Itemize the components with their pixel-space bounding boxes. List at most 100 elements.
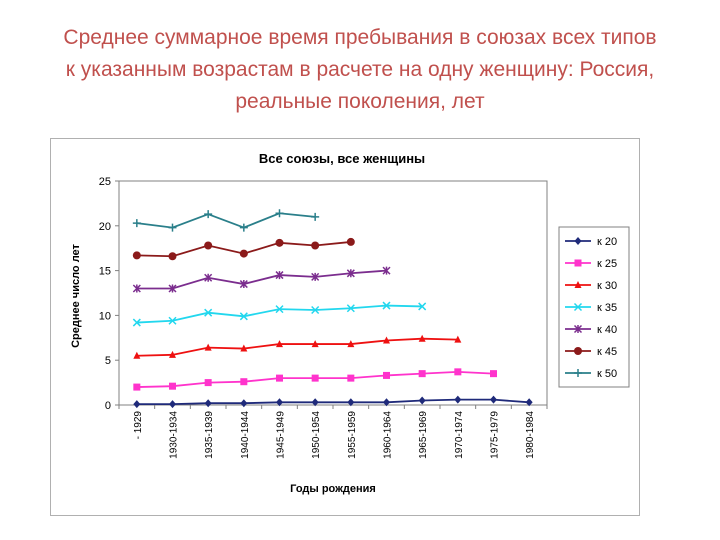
data-point xyxy=(276,340,283,348)
data-point xyxy=(311,212,320,221)
x-tick-label: 1930-1934 xyxy=(169,411,180,459)
data-point xyxy=(204,273,213,282)
data-point xyxy=(169,382,176,390)
series-line xyxy=(136,337,458,357)
data-point xyxy=(239,249,248,258)
data-point xyxy=(132,251,141,260)
legend-item: к 25 xyxy=(565,258,617,270)
y-tick-label: 5 xyxy=(105,355,111,367)
data-point xyxy=(169,350,176,358)
series-5 xyxy=(132,237,355,261)
data-point xyxy=(311,272,320,281)
data-point xyxy=(346,269,355,278)
data-point xyxy=(132,318,141,327)
x-tick-label: 1945-1949 xyxy=(276,411,287,459)
data-point xyxy=(204,399,212,408)
page-title: Среднее суммарное время пребывания в сою… xyxy=(20,22,700,118)
x-tick-label: 1965-1969 xyxy=(418,411,429,459)
x-axis-label: Годы рождения xyxy=(290,483,376,495)
legend-label: к 25 xyxy=(597,258,617,270)
series-line xyxy=(136,269,387,290)
data-point xyxy=(275,209,284,218)
legend-item: к 20 xyxy=(565,236,617,248)
y-tick-label: 25 xyxy=(99,176,111,188)
series-2 xyxy=(133,334,462,359)
data-point xyxy=(132,284,141,293)
data-point xyxy=(204,343,212,351)
data-point xyxy=(418,334,426,342)
data-point xyxy=(383,371,390,379)
data-point xyxy=(276,374,283,382)
data-point xyxy=(574,259,582,267)
y-tick-label: 10 xyxy=(99,310,111,322)
plot-border xyxy=(118,180,548,406)
data-point xyxy=(311,340,319,348)
data-point xyxy=(574,347,582,355)
x-tick-label: - 1929 xyxy=(133,411,144,440)
data-point xyxy=(168,316,177,325)
x-tick-label: 1940-1944 xyxy=(240,411,251,459)
data-point xyxy=(346,304,355,313)
y-tick-label: 15 xyxy=(99,266,111,278)
data-point xyxy=(311,241,320,250)
data-point xyxy=(168,223,177,232)
series-line xyxy=(136,398,530,406)
line-chart: Все союзы, все женщины Среднее число лет… xyxy=(70,151,630,495)
data-point xyxy=(418,302,427,311)
title-line-1: Среднее суммарное время пребывания в сою… xyxy=(63,26,657,49)
data-point xyxy=(275,305,284,314)
data-point xyxy=(204,210,213,219)
data-point xyxy=(276,398,283,407)
data-point xyxy=(240,378,248,386)
legend-label: к 40 xyxy=(597,324,617,336)
x-tick-label: 1955-1959 xyxy=(347,411,358,459)
data-point xyxy=(454,368,462,376)
data-point xyxy=(240,344,248,352)
series-3 xyxy=(132,301,427,327)
data-point xyxy=(347,374,355,382)
data-point xyxy=(346,237,355,246)
legend-item: к 35 xyxy=(565,302,617,314)
x-tick-label: 1935-1939 xyxy=(204,411,215,459)
x-tick-label: 1975-1979 xyxy=(490,411,501,459)
x-tick-label: 1950-1954 xyxy=(311,411,322,459)
data-point xyxy=(454,335,462,343)
legend-label: к 50 xyxy=(597,368,617,380)
data-point xyxy=(347,398,355,407)
series-line xyxy=(136,212,316,229)
legend-item: к 30 xyxy=(565,280,617,292)
data-point xyxy=(382,301,391,310)
chart-title: Все союзы, все женщины xyxy=(259,151,425,166)
plot-area: 0 5 10 15 20 25 - 1929 1930-1934 1935-1939 1940-1… xyxy=(99,176,548,459)
series-1 xyxy=(133,368,497,391)
data-point xyxy=(204,241,213,250)
data-point xyxy=(204,308,213,317)
data-point xyxy=(311,374,319,382)
x-tick-label: 1960-1964 xyxy=(383,411,394,459)
y-tick-label: 0 xyxy=(105,400,111,412)
legend-label: к 20 xyxy=(597,236,617,248)
legend-label: к 30 xyxy=(597,280,617,292)
x-tick-label: 1970-1974 xyxy=(454,411,465,459)
data-point xyxy=(168,284,177,293)
series-4 xyxy=(132,266,391,293)
data-point xyxy=(418,396,426,405)
data-point xyxy=(525,398,533,407)
legend-label: к 45 xyxy=(597,346,617,358)
series-0 xyxy=(133,395,533,409)
data-point xyxy=(168,252,177,261)
data-point xyxy=(239,312,248,321)
data-point xyxy=(383,336,390,344)
x-tick-label: 1980-1984 xyxy=(525,411,536,459)
data-point xyxy=(490,395,497,404)
data-point xyxy=(383,398,390,407)
data-point xyxy=(382,266,391,275)
data-point xyxy=(239,280,248,289)
data-point xyxy=(240,399,248,408)
y-axis-label: Среднее число лет xyxy=(70,244,82,348)
data-point xyxy=(574,369,582,377)
legend-label: к 35 xyxy=(597,302,617,314)
data-point xyxy=(275,271,284,280)
data-point xyxy=(311,398,319,407)
data-point xyxy=(574,281,582,288)
